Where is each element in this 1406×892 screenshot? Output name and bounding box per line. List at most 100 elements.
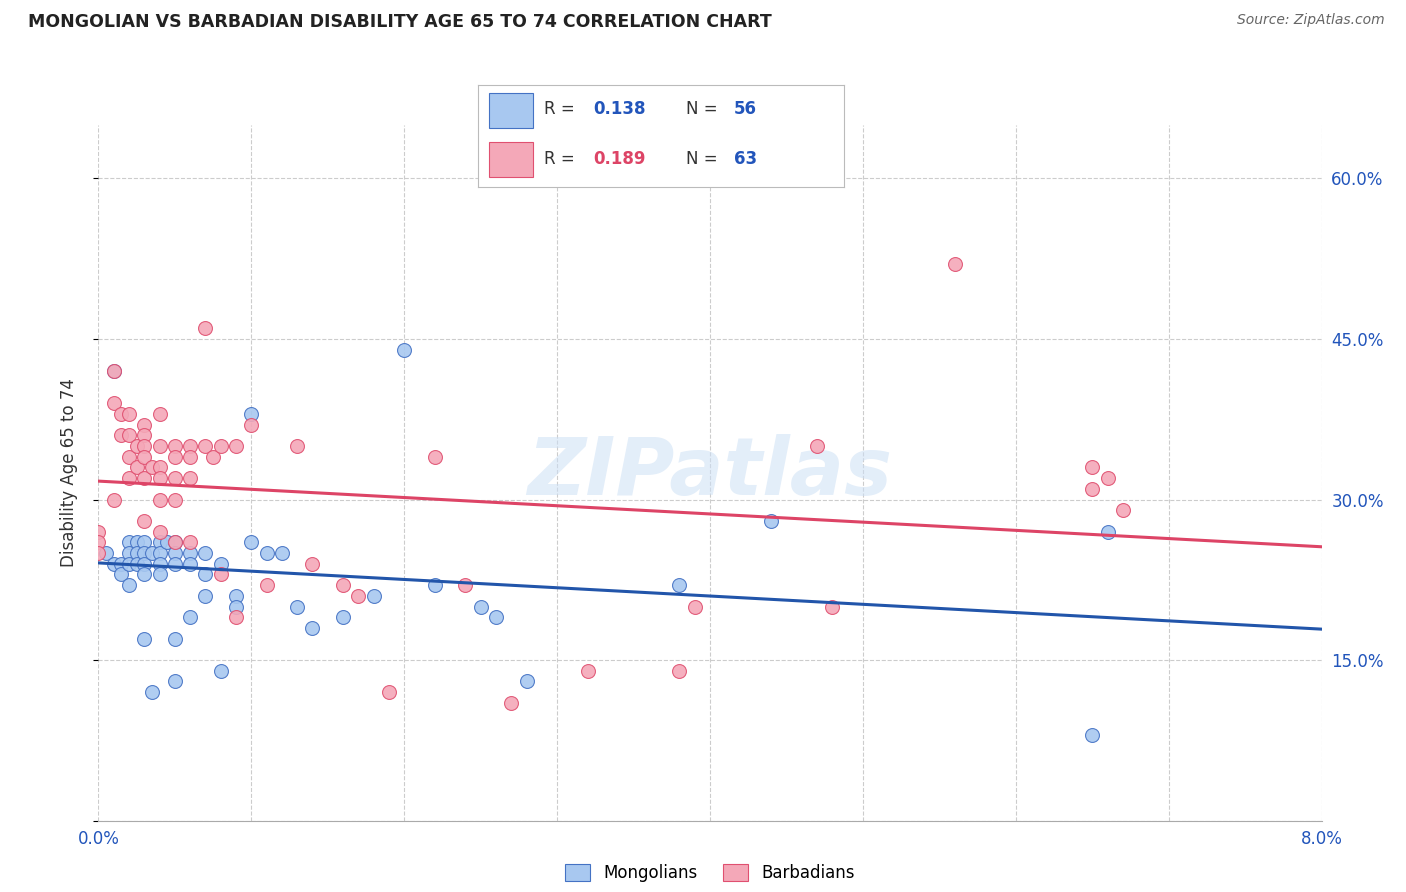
Point xyxy=(378,685,401,699)
Point xyxy=(134,535,156,549)
Text: R =: R = xyxy=(544,101,579,119)
Point xyxy=(141,546,163,560)
Point xyxy=(332,578,354,592)
Point xyxy=(163,492,186,507)
Point xyxy=(103,492,125,507)
Point xyxy=(163,546,186,560)
Point xyxy=(149,439,172,453)
Point xyxy=(110,557,132,571)
Point xyxy=(163,632,186,646)
Point xyxy=(202,450,225,464)
Point xyxy=(392,343,416,357)
Point xyxy=(179,439,201,453)
Point xyxy=(134,632,156,646)
Point xyxy=(134,546,156,560)
Point xyxy=(118,428,141,442)
Point xyxy=(256,546,278,560)
Point xyxy=(149,492,172,507)
Point xyxy=(118,557,141,571)
Point xyxy=(301,621,323,635)
Point xyxy=(149,535,172,549)
Point xyxy=(87,546,110,560)
Point xyxy=(683,599,706,614)
Point xyxy=(1112,503,1135,517)
Point xyxy=(110,428,132,442)
Point xyxy=(270,546,294,560)
Point xyxy=(1097,471,1119,485)
Point xyxy=(163,674,186,689)
Point xyxy=(209,664,232,678)
Point xyxy=(1097,524,1119,539)
Point xyxy=(347,589,370,603)
Text: 63: 63 xyxy=(734,150,756,168)
Point xyxy=(179,557,201,571)
Point xyxy=(821,599,844,614)
Point xyxy=(194,546,217,560)
Point xyxy=(668,664,690,678)
Point xyxy=(225,599,247,614)
Point xyxy=(163,450,186,464)
Point xyxy=(285,439,308,453)
Point xyxy=(194,321,217,335)
Point xyxy=(125,535,148,549)
Point xyxy=(194,567,217,582)
Point xyxy=(110,567,132,582)
Text: Source: ZipAtlas.com: Source: ZipAtlas.com xyxy=(1237,13,1385,28)
Point xyxy=(103,364,125,378)
Point xyxy=(225,439,247,453)
Point xyxy=(149,567,172,582)
Point xyxy=(125,546,148,560)
Point xyxy=(485,610,508,624)
Point xyxy=(87,535,110,549)
Point xyxy=(516,674,538,689)
Point xyxy=(1081,728,1104,742)
Point xyxy=(134,428,156,442)
Text: 0.189: 0.189 xyxy=(593,150,645,168)
Point xyxy=(179,471,201,485)
Point xyxy=(125,557,148,571)
Point xyxy=(134,450,156,464)
Point xyxy=(256,578,278,592)
Point xyxy=(194,589,217,603)
Point xyxy=(240,417,263,432)
Point xyxy=(806,439,828,453)
Point xyxy=(179,610,201,624)
Point xyxy=(134,557,156,571)
Point xyxy=(103,364,125,378)
Text: 56: 56 xyxy=(734,101,756,119)
Point xyxy=(163,557,186,571)
Point xyxy=(141,685,163,699)
Point xyxy=(209,557,232,571)
Text: N =: N = xyxy=(686,101,723,119)
Point xyxy=(240,407,263,421)
Point xyxy=(103,557,125,571)
Point xyxy=(134,471,156,485)
Point xyxy=(118,450,141,464)
Point xyxy=(149,460,172,475)
Point xyxy=(301,557,323,571)
Point xyxy=(134,439,156,453)
Text: MONGOLIAN VS BARBADIAN DISABILITY AGE 65 TO 74 CORRELATION CHART: MONGOLIAN VS BARBADIAN DISABILITY AGE 65… xyxy=(28,13,772,31)
Point xyxy=(225,589,247,603)
Point xyxy=(225,610,247,624)
Point xyxy=(363,589,385,603)
Bar xyxy=(489,93,533,128)
Point xyxy=(454,578,477,592)
Point xyxy=(134,567,156,582)
Point xyxy=(125,460,148,475)
Point xyxy=(209,439,232,453)
Point xyxy=(118,535,141,549)
Point xyxy=(149,471,172,485)
Point xyxy=(134,514,156,528)
Point xyxy=(423,578,446,592)
Text: 0.138: 0.138 xyxy=(593,101,645,119)
Y-axis label: Disability Age 65 to 74: Disability Age 65 to 74 xyxy=(59,378,77,567)
Point xyxy=(576,664,599,678)
Point xyxy=(87,524,110,539)
Text: R =: R = xyxy=(544,150,579,168)
Point xyxy=(332,610,354,624)
Point xyxy=(118,546,141,560)
Point xyxy=(163,535,186,549)
Point xyxy=(141,460,163,475)
Point xyxy=(163,535,186,549)
